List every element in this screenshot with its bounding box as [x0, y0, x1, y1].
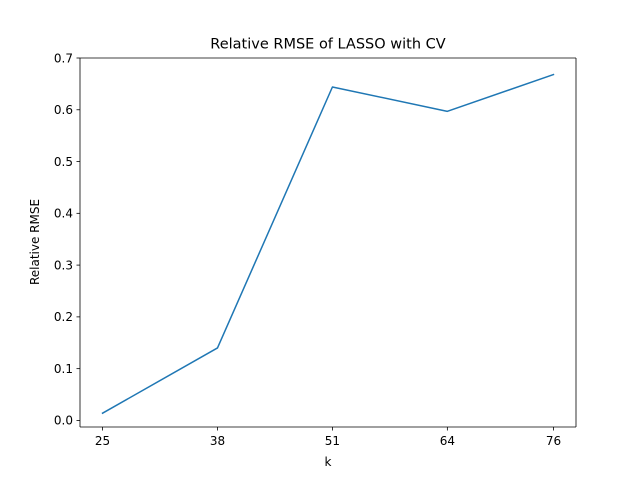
- plot-area: 25 38 51 64 76 0.0 0.1 0.2 0.3 0.4 0.5 0.6 0.7: [54, 51, 577, 448]
- y-tick-label: 0.3: [54, 258, 73, 272]
- x-tick-label: 51: [325, 434, 340, 448]
- y-tick-label: 0.2: [54, 310, 73, 324]
- y-tick-label: 0.6: [54, 103, 73, 117]
- x-tick-label: 25: [95, 434, 110, 448]
- x-axis-label: k: [325, 455, 332, 469]
- y-tick-label: 0.7: [54, 51, 73, 65]
- x-tick-label: 64: [440, 434, 455, 448]
- series-line-0: [101, 73, 555, 415]
- chart-title: Relative RMSE of LASSO with CV: [210, 37, 445, 53]
- y-tick-label: 0.1: [54, 362, 73, 376]
- y-tick-label: 0.4: [54, 207, 73, 221]
- y-tick-label: 0.0: [54, 414, 73, 428]
- x-tick-label: 76: [546, 434, 561, 448]
- x-tick-label: 38: [210, 434, 225, 448]
- y-tick-label: 0.5: [54, 155, 73, 169]
- y-axis-label: Relative RMSE: [28, 199, 42, 285]
